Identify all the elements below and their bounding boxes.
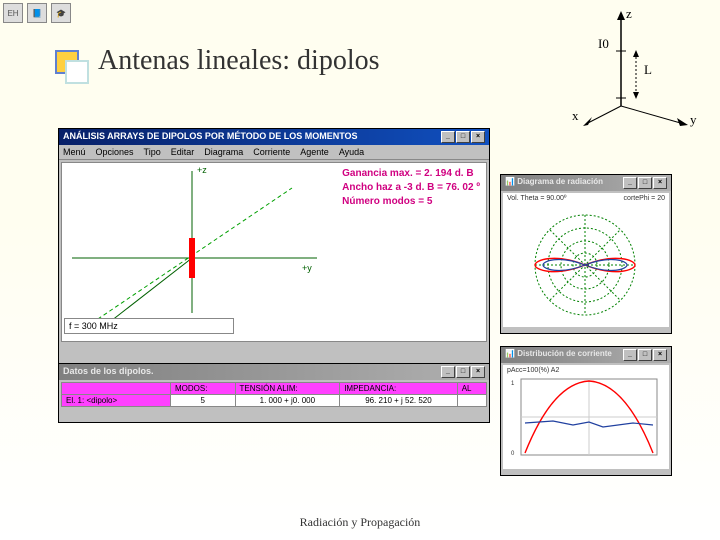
cur-titlebar: 📊 Distribución de corriente _□× — [501, 347, 671, 363]
length-label: L — [644, 62, 652, 78]
slide-title: Antenas lineales: dipolos — [98, 45, 380, 77]
rad-title: Diagrama de radiación — [517, 177, 603, 186]
axis-z-label: z — [626, 6, 632, 22]
table-header: IMPEDANCIA: — [340, 383, 458, 395]
table-header — [62, 383, 171, 395]
menu-item[interactable]: Tipo — [144, 147, 161, 157]
table-header: TENSIÓN ALIM: — [235, 383, 340, 395]
title-bullet-icon — [55, 50, 79, 74]
window-controls[interactable]: _□× — [441, 366, 485, 378]
menu-item[interactable]: Diagrama — [204, 147, 243, 157]
beamwidth: Ancho haz a -3 d. B = 76. 02 º — [342, 181, 480, 195]
geometry-canvas: Ganancia max. = 2. 194 d. B Ancho haz a … — [61, 162, 487, 342]
svg-text:1: 1 — [511, 381, 515, 387]
svg-text:0: 0 — [511, 451, 515, 457]
polar-plot: Vol. Theta = 90.00º cortePhi = 20 — [503, 193, 669, 327]
window-controls[interactable]: _□× — [623, 177, 667, 189]
top-icon-strip: EH 📘 🎓 — [3, 3, 71, 23]
gain-info: Ganancia max. = 2. 194 d. B Ancho haz a … — [342, 167, 480, 209]
gain-max: Ganancia max. = 2. 194 d. B — [342, 167, 480, 181]
cur-sub: pAcc=100(%) A2 — [507, 367, 559, 374]
axis-z: +z — [197, 165, 207, 175]
data-window-title: Datos de los dipolos. — [63, 366, 154, 378]
current-plot: pAcc=100(%) A2 0 1 — [503, 365, 669, 469]
window-controls[interactable]: _□× — [441, 131, 485, 143]
menu-item[interactable]: Agente — [300, 147, 329, 157]
main-window-title: ANÁLISIS ARRAYS DE DIPOLOS POR MÉTODO DE… — [63, 131, 358, 143]
main-titlebar: ANÁLISIS ARRAYS DE DIPOLOS POR MÉTODO DE… — [59, 129, 489, 145]
current-window: 📊 Distribución de corriente _□× pAcc=100… — [500, 346, 672, 476]
cur-title: Distribución de corriente — [517, 349, 612, 358]
rad-titlebar: 📊 Diagrama de radiación _□× — [501, 175, 671, 191]
frequency-box: f = 300 MHz — [64, 318, 234, 334]
book-icon: 📘 — [27, 3, 47, 23]
logo-icon: EH — [3, 3, 23, 23]
row-label: El. 1: <dipolo> — [62, 395, 171, 407]
polar-sub1: Vol. Theta = 90.00º — [507, 195, 566, 202]
menu-item[interactable]: Editar — [171, 147, 195, 157]
crest-icon: 🎓 — [51, 3, 71, 23]
table-header: MODOS: — [171, 383, 236, 395]
i0-label: I0 — [598, 36, 609, 52]
dipole-data-table: MODOS: TENSIÓN ALIM: IMPEDANCIA: AL El. … — [61, 382, 487, 407]
cell-impedance: 96. 210 + j 52. 520 — [340, 395, 458, 407]
axis-x-label: x — [572, 108, 579, 124]
num-modes: Número modos = 5 — [342, 195, 480, 209]
axis-y-label: y — [690, 112, 697, 128]
cell-modes: 5 — [171, 395, 236, 407]
slide-footer: Radiación y Propagación — [0, 515, 720, 530]
axis-y: +y — [302, 263, 312, 273]
dipole-diagram: z I0 L x y — [566, 6, 706, 126]
cell-voltage: 1. 000 + j0. 000 — [235, 395, 340, 407]
menu-item[interactable]: Ayuda — [339, 147, 364, 157]
table-header: AL — [457, 383, 486, 395]
radiation-window: 📊 Diagrama de radiación _□× Vol. Theta =… — [500, 174, 672, 334]
cell-al — [457, 395, 486, 407]
data-titlebar: Datos de los dipolos. _□× — [59, 364, 489, 380]
dipole-data-window: Datos de los dipolos. _□× MODOS: TENSIÓN… — [58, 363, 490, 423]
menu-item[interactable]: Menú — [63, 147, 86, 157]
window-controls[interactable]: _□× — [623, 349, 667, 361]
menu-item[interactable]: Opciones — [96, 147, 134, 157]
menubar[interactable]: Menú Opciones Tipo Editar Diagrama Corri… — [59, 145, 489, 160]
menu-item[interactable]: Corriente — [253, 147, 290, 157]
polar-sub2: cortePhi = 20 — [624, 195, 665, 202]
